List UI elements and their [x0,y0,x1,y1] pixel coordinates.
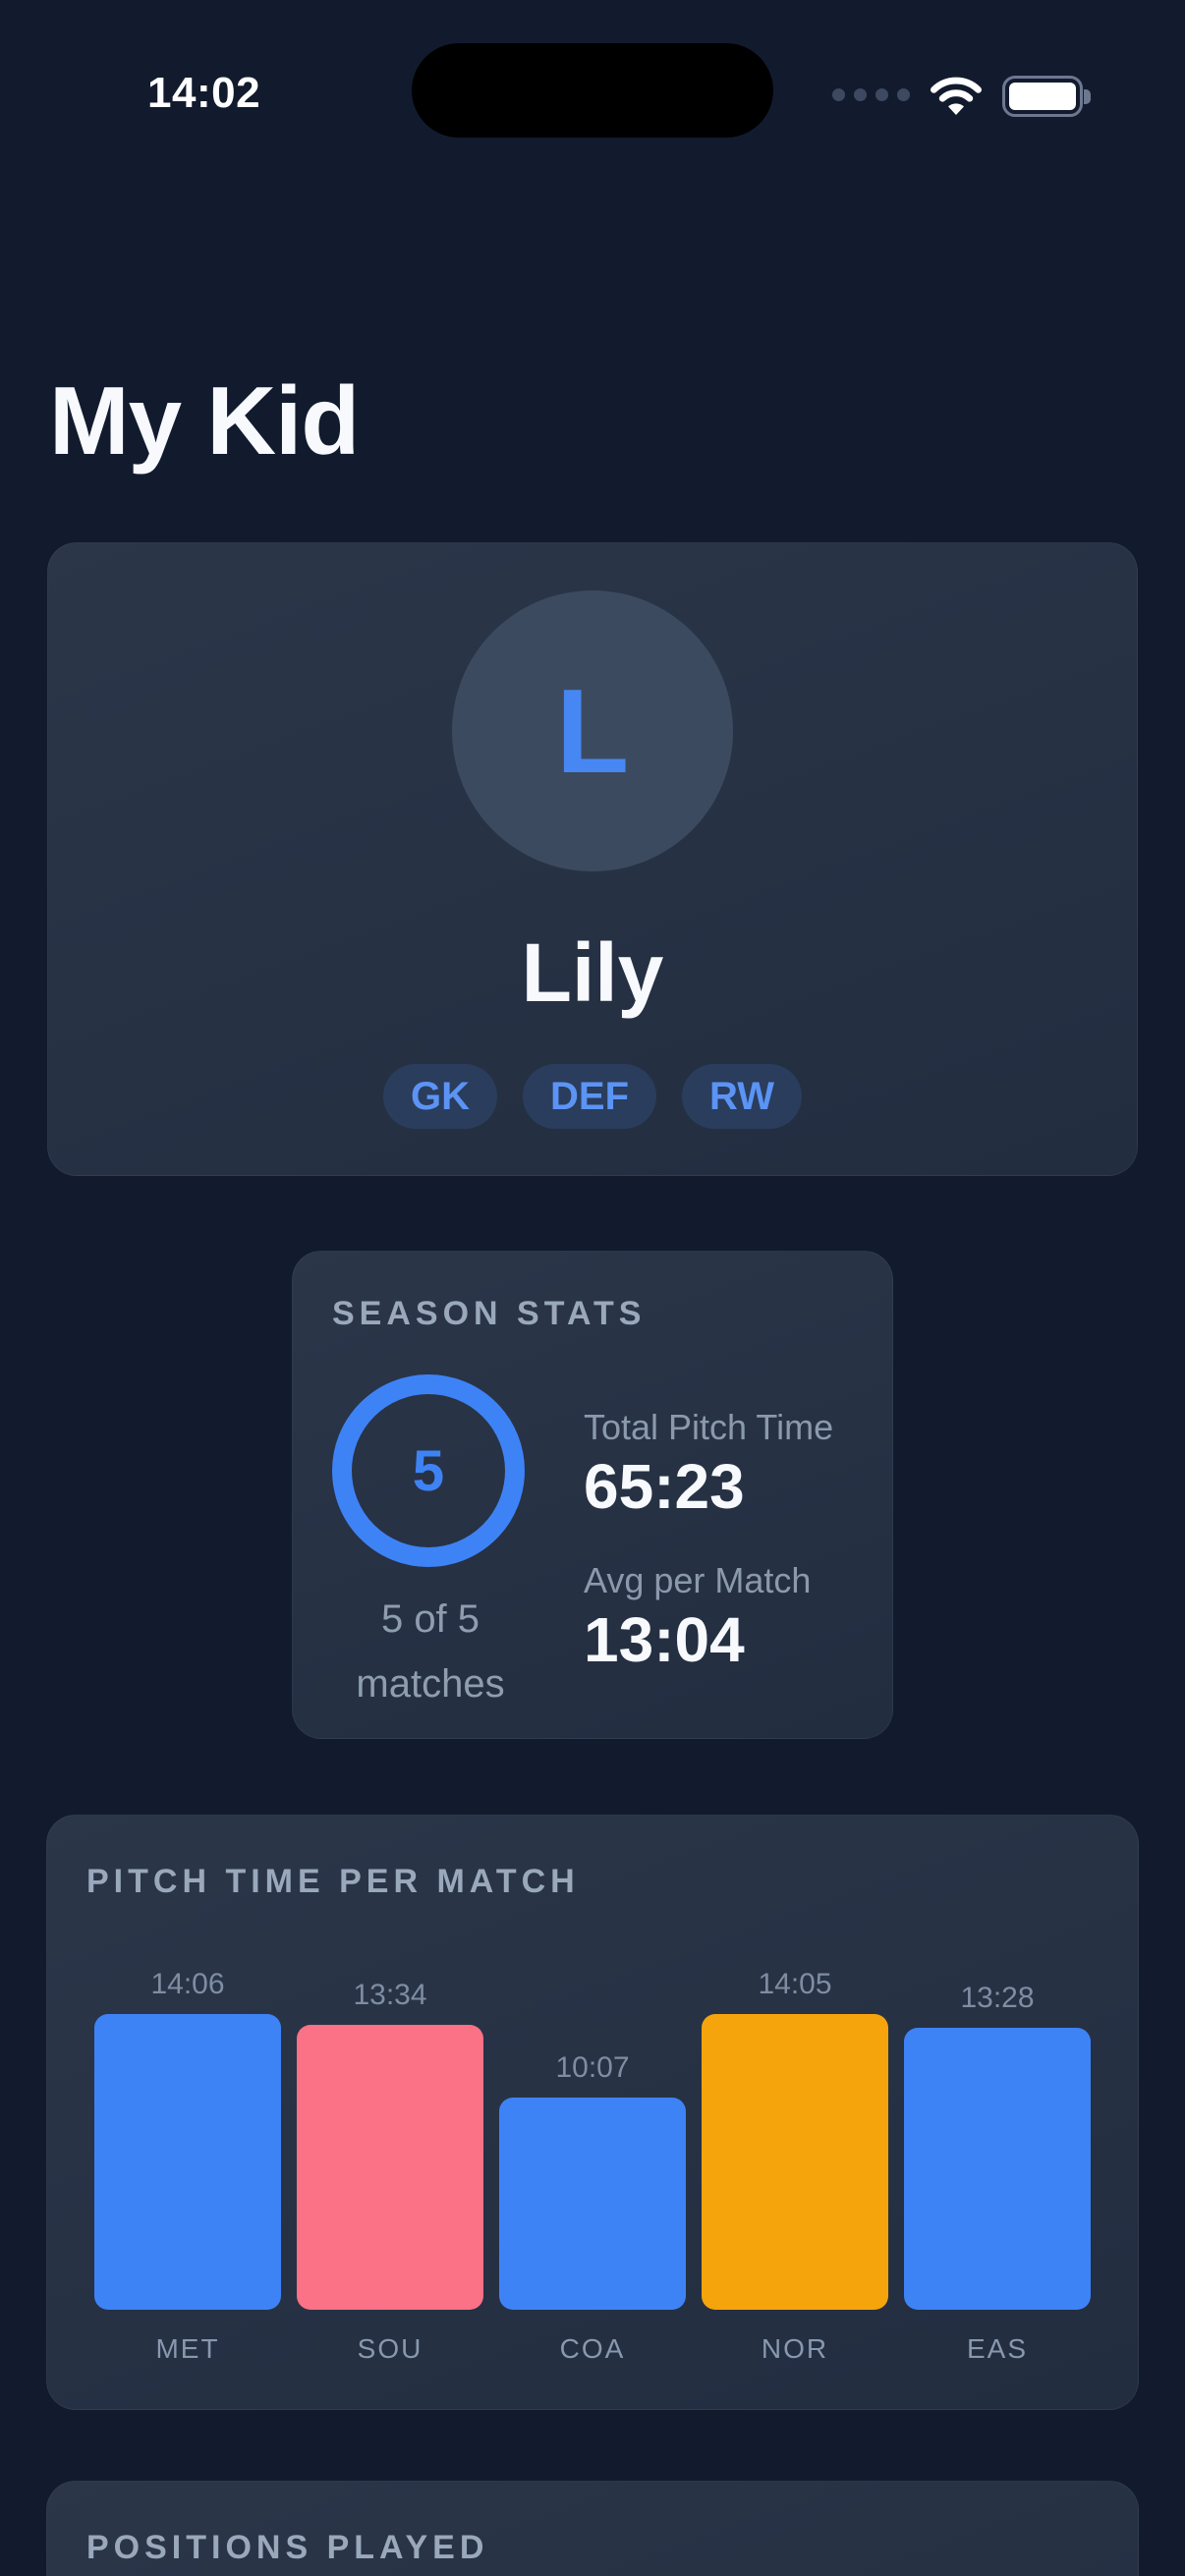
position-badges: GK DEF RW [48,1064,1137,1129]
bar-group-eas: 13:28 [896,1921,1099,2310]
player-card[interactable]: L Lily GK DEF RW [47,542,1138,1176]
position-badge-def: DEF [523,1064,657,1129]
battery-fill [1009,83,1076,110]
matches-progress-ring: 5 [332,1374,525,1567]
bar-coa [499,2098,686,2310]
matches-ring-column: 5 5 of 5 matches [332,1374,529,1716]
bar-category-nor: NOR [761,2333,829,2364]
pitch-time-header: PITCH TIME PER MATCH [86,1863,580,1900]
position-badge-rw: RW [682,1064,802,1129]
season-stats-card: SEASON STATS 5 5 of 5 matches Total Pitc… [292,1251,893,1739]
avatar-initial: L [555,664,630,798]
dynamic-island [412,43,773,138]
avatar: L [452,590,733,871]
pitch-time-card: PITCH TIME PER MATCH 14:06 13:34 10:07 14:0… [46,1815,1139,2410]
wifi-icon [931,77,982,115]
matches-caption-line2: matches [356,1662,505,1706]
bar-group-nor: 14:05 [694,1921,896,2310]
matches-caption: 5 of 5 matches [332,1587,529,1716]
player-name: Lily [521,926,664,1019]
bar-nor [702,2014,888,2310]
bar-eas [904,2028,1091,2310]
status-bar: 14:02 [0,0,1185,138]
battery-icon [1002,76,1091,117]
season-stat-values: Total Pitch Time 65:23 Avg per Match 13:… [584,1374,833,1716]
bar-value-label: 14:06 [150,1968,225,2000]
bar-category-coa: COA [559,2333,626,2364]
bar-category-met: MET [155,2333,220,2364]
bar-value-label: 13:34 [353,1979,427,2011]
cellular-signal-icon [832,87,910,105]
status-time: 14:02 [147,69,261,117]
season-stats-body: 5 5 of 5 matches Total Pitch Time 65:23 … [332,1374,853,1716]
total-pitch-time-value: 65:23 [584,1451,745,1522]
bar-category-labels: MET SOU COA NOR EAS [86,2333,1099,2365]
bar-group-coa: 10:07 [491,1921,694,2310]
total-pitch-time-label: Total Pitch Time [584,1407,834,1447]
bar-met [94,2014,281,2310]
bar-value-label: 10:07 [555,2051,630,2084]
matches-count: 5 [412,1438,445,1503]
positions-played-card: POSITIONS PLAYED [46,2481,1139,2576]
avg-per-match-value: 13:04 [584,1604,745,1675]
bar-group-sou: 13:34 [289,1921,491,2310]
bar-category-sou: SOU [357,2333,423,2364]
positions-played-header: POSITIONS PLAYED [86,2529,489,2566]
status-icons [832,73,1091,120]
battery-nub [1084,89,1091,104]
pitch-time-bar-chart: 14:06 13:34 10:07 14:05 13:28 [86,1921,1099,2310]
page-title: My Kid [49,366,360,475]
bar-sou [297,2025,483,2310]
bar-value-label: 14:05 [758,1968,832,2000]
bar-category-eas: EAS [966,2333,1029,2364]
avg-per-match-label: Avg per Match [584,1560,812,1600]
bar-group-met: 14:06 [86,1921,289,2310]
season-stats-header: SEASON STATS [332,1295,647,1332]
position-badge-gk: GK [383,1064,498,1129]
matches-caption-line1: 5 of 5 [380,1597,480,1641]
bar-value-label: 13:28 [960,1982,1035,2014]
